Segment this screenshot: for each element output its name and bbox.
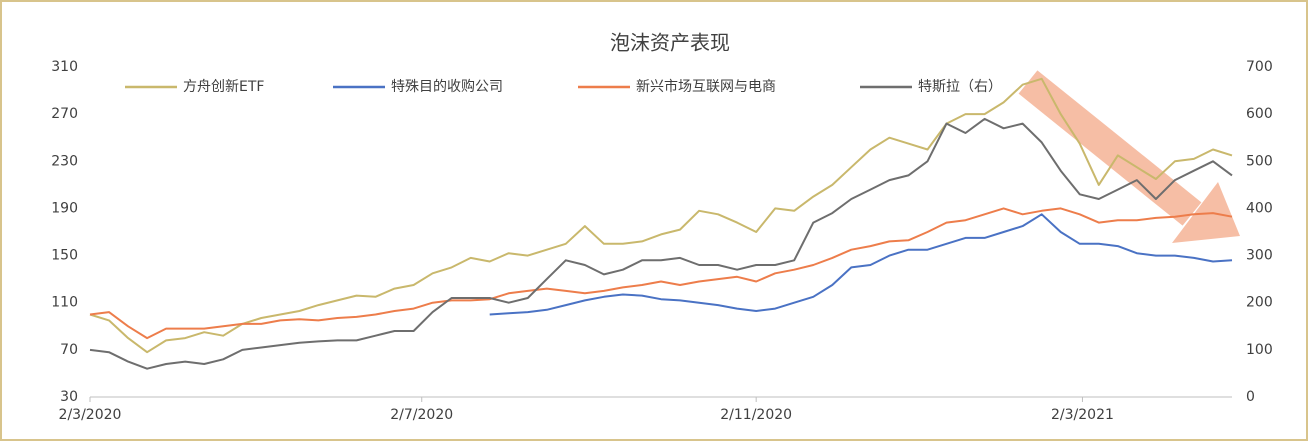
x-tick-label: 2/3/2020 [59,407,122,423]
x-tick-label: 2/3/2021 [1051,407,1114,423]
y-tick-label: 110 [51,295,78,311]
y2-tick-label: 600 [1246,106,1273,122]
x-tick-label: 2/11/2020 [720,407,792,423]
series-line [89,77,1233,354]
y2-tick-label: 400 [1246,200,1273,216]
legend-label: 新兴市场互联网与电商 [636,78,776,95]
legend-label: 方舟创新ETF [183,79,264,95]
chart-title: 泡沫资产表现 [610,31,730,55]
y-tick-label: 310 [51,59,78,75]
y2-tick-label: 700 [1246,59,1273,75]
y-tick-label: 30 [60,389,78,405]
y-tick-label: 150 [51,248,78,264]
legend-label: 特殊目的收购公司 [391,79,503,95]
y-tick-label: 70 [60,342,78,358]
y-tick-label: 230 [51,153,78,169]
series-line [89,207,1233,340]
y-tick-label: 190 [51,200,78,216]
legend-label: 特斯拉（右） [918,79,1002,95]
x-tick-label: 2/7/2020 [390,407,453,423]
series-line [489,213,1233,316]
y2-tick-label: 0 [1246,389,1255,405]
y2-tick-label: 200 [1246,295,1273,311]
series-line [89,117,1233,370]
arrow-head [1172,182,1240,243]
y2-tick-label: 100 [1246,342,1273,358]
y2-tick-label: 500 [1246,153,1273,169]
y2-tick-label: 300 [1246,248,1273,264]
y-tick-label: 270 [51,106,78,122]
